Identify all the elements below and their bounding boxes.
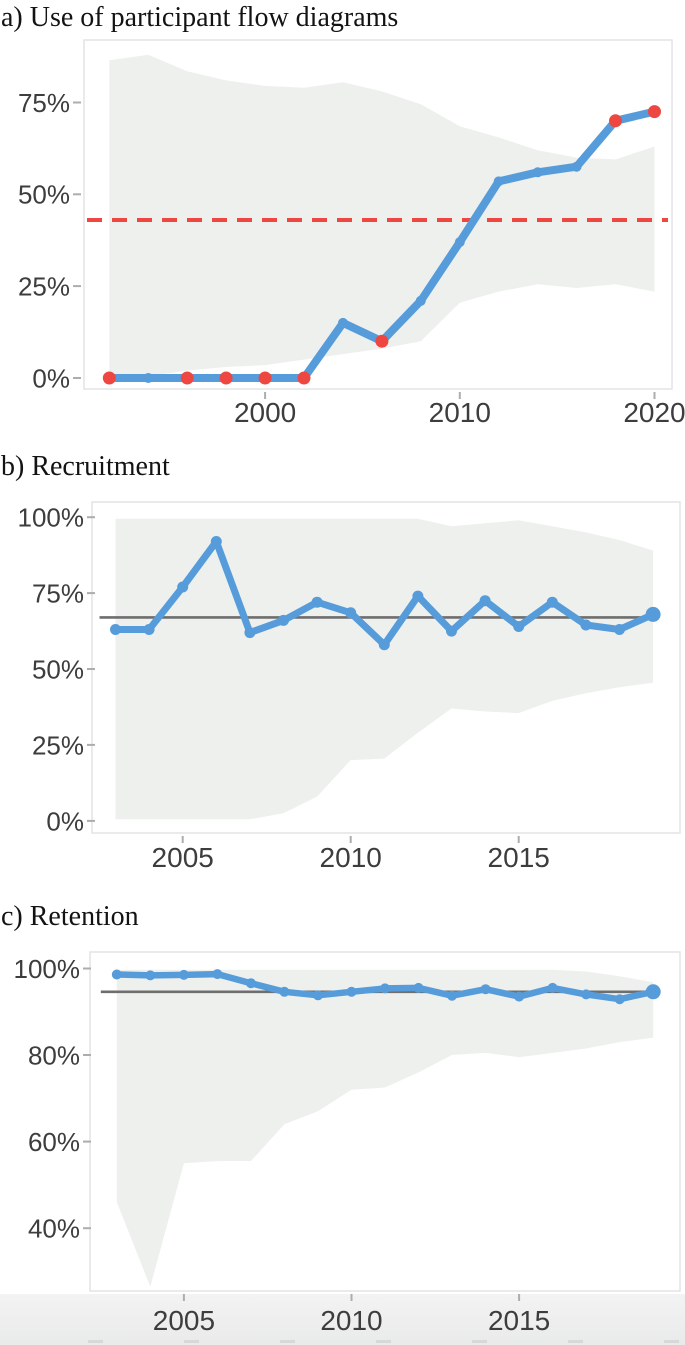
panel-border — [83, 39, 673, 390]
data-point-red — [102, 371, 116, 385]
data-point — [279, 986, 290, 997]
data-point — [145, 970, 156, 981]
data-point-red — [258, 371, 272, 385]
x-tick-label: 2010 — [320, 1305, 382, 1336]
data-point — [244, 627, 256, 639]
x-tick-label: 2010 — [429, 397, 491, 428]
data-point — [580, 619, 592, 631]
data-point — [446, 625, 457, 637]
data-point — [380, 983, 390, 994]
data-point — [110, 624, 121, 635]
data-point — [245, 978, 256, 989]
data-point — [479, 595, 491, 607]
data-point — [571, 161, 582, 172]
data-point — [581, 989, 592, 1000]
data-point — [454, 237, 465, 248]
panel-border — [91, 501, 681, 834]
data-point — [546, 596, 558, 608]
data-point — [480, 984, 491, 995]
panel-a-chart: 0% 25% 50% 75% 2000 2010 2020 — [18, 39, 685, 428]
data-point — [378, 639, 390, 651]
data-point — [412, 590, 424, 602]
data-point — [111, 969, 122, 980]
data-point — [178, 969, 189, 980]
panel-c-title: c) Retention — [1, 901, 139, 932]
panel-a-title: a) Use of participant flow diagrams — [1, 2, 399, 33]
confidence-band — [115, 518, 654, 820]
y-tick-label: 80% — [28, 1040, 80, 1070]
y-tick-label: 50% — [32, 654, 84, 684]
data-point-red — [648, 105, 661, 119]
data-point-red — [297, 371, 311, 385]
x-tick-label: 2005 — [153, 1305, 215, 1336]
y-tick-label: 75% — [32, 578, 84, 608]
data-point — [645, 606, 661, 622]
x-tick-label: 2000 — [234, 397, 296, 428]
confidence-band — [109, 54, 655, 377]
x-tick-label: 2005 — [152, 842, 214, 873]
data-point-red — [219, 371, 233, 385]
data-point — [210, 536, 222, 547]
data-point — [645, 984, 661, 1000]
panel-b-chart: 0% 25% 50% 75% 100% 2005 2010 2015 — [18, 501, 681, 873]
y-tick-label: 40% — [28, 1214, 80, 1244]
data-point — [447, 990, 457, 1001]
cropped-next-panel-strip — [0, 1294, 685, 1345]
data-point — [493, 176, 504, 187]
data-point — [346, 986, 357, 997]
data-point — [415, 295, 426, 306]
panel-border — [89, 951, 681, 1292]
data-point — [143, 624, 155, 635]
y-tick-label: 25% — [18, 271, 70, 301]
data-point — [547, 982, 558, 993]
data-point — [614, 994, 625, 1005]
data-point — [514, 991, 525, 1002]
data-point — [278, 614, 289, 626]
data-point — [345, 607, 357, 619]
y-tick-label: 0% — [32, 363, 70, 393]
x-tick-label: 2010 — [320, 842, 382, 873]
y-tick-label: 25% — [32, 730, 84, 760]
y-tick-label: 50% — [18, 180, 70, 210]
y-tick-label: 75% — [18, 88, 70, 118]
panel-c-chart: 40% 60% 80% 100% 2005 2010 2015 — [14, 951, 681, 1336]
data-point — [313, 990, 323, 1001]
y-tick-label: 100% — [14, 954, 81, 984]
data-point — [614, 624, 625, 635]
y-tick-label: 100% — [18, 503, 85, 533]
panel-b-title: b) Recruitment — [1, 451, 170, 482]
data-point — [177, 581, 189, 593]
y-tick-label: 60% — [28, 1127, 80, 1157]
data-point — [513, 621, 525, 632]
data-point — [338, 317, 348, 328]
data-point — [143, 373, 154, 383]
x-tick-label: 2015 — [488, 842, 550, 873]
data-point — [413, 982, 424, 993]
data-point-red — [180, 371, 194, 385]
data-point-red — [609, 114, 622, 128]
y-tick-label: 0% — [46, 806, 84, 836]
data-point — [532, 167, 543, 178]
confidence-band — [116, 969, 654, 1287]
data-point — [311, 596, 323, 608]
data-point-red — [375, 334, 389, 348]
data-point — [212, 969, 223, 980]
x-tick-label: 2020 — [623, 397, 685, 428]
x-tick-label: 2015 — [488, 1305, 550, 1336]
